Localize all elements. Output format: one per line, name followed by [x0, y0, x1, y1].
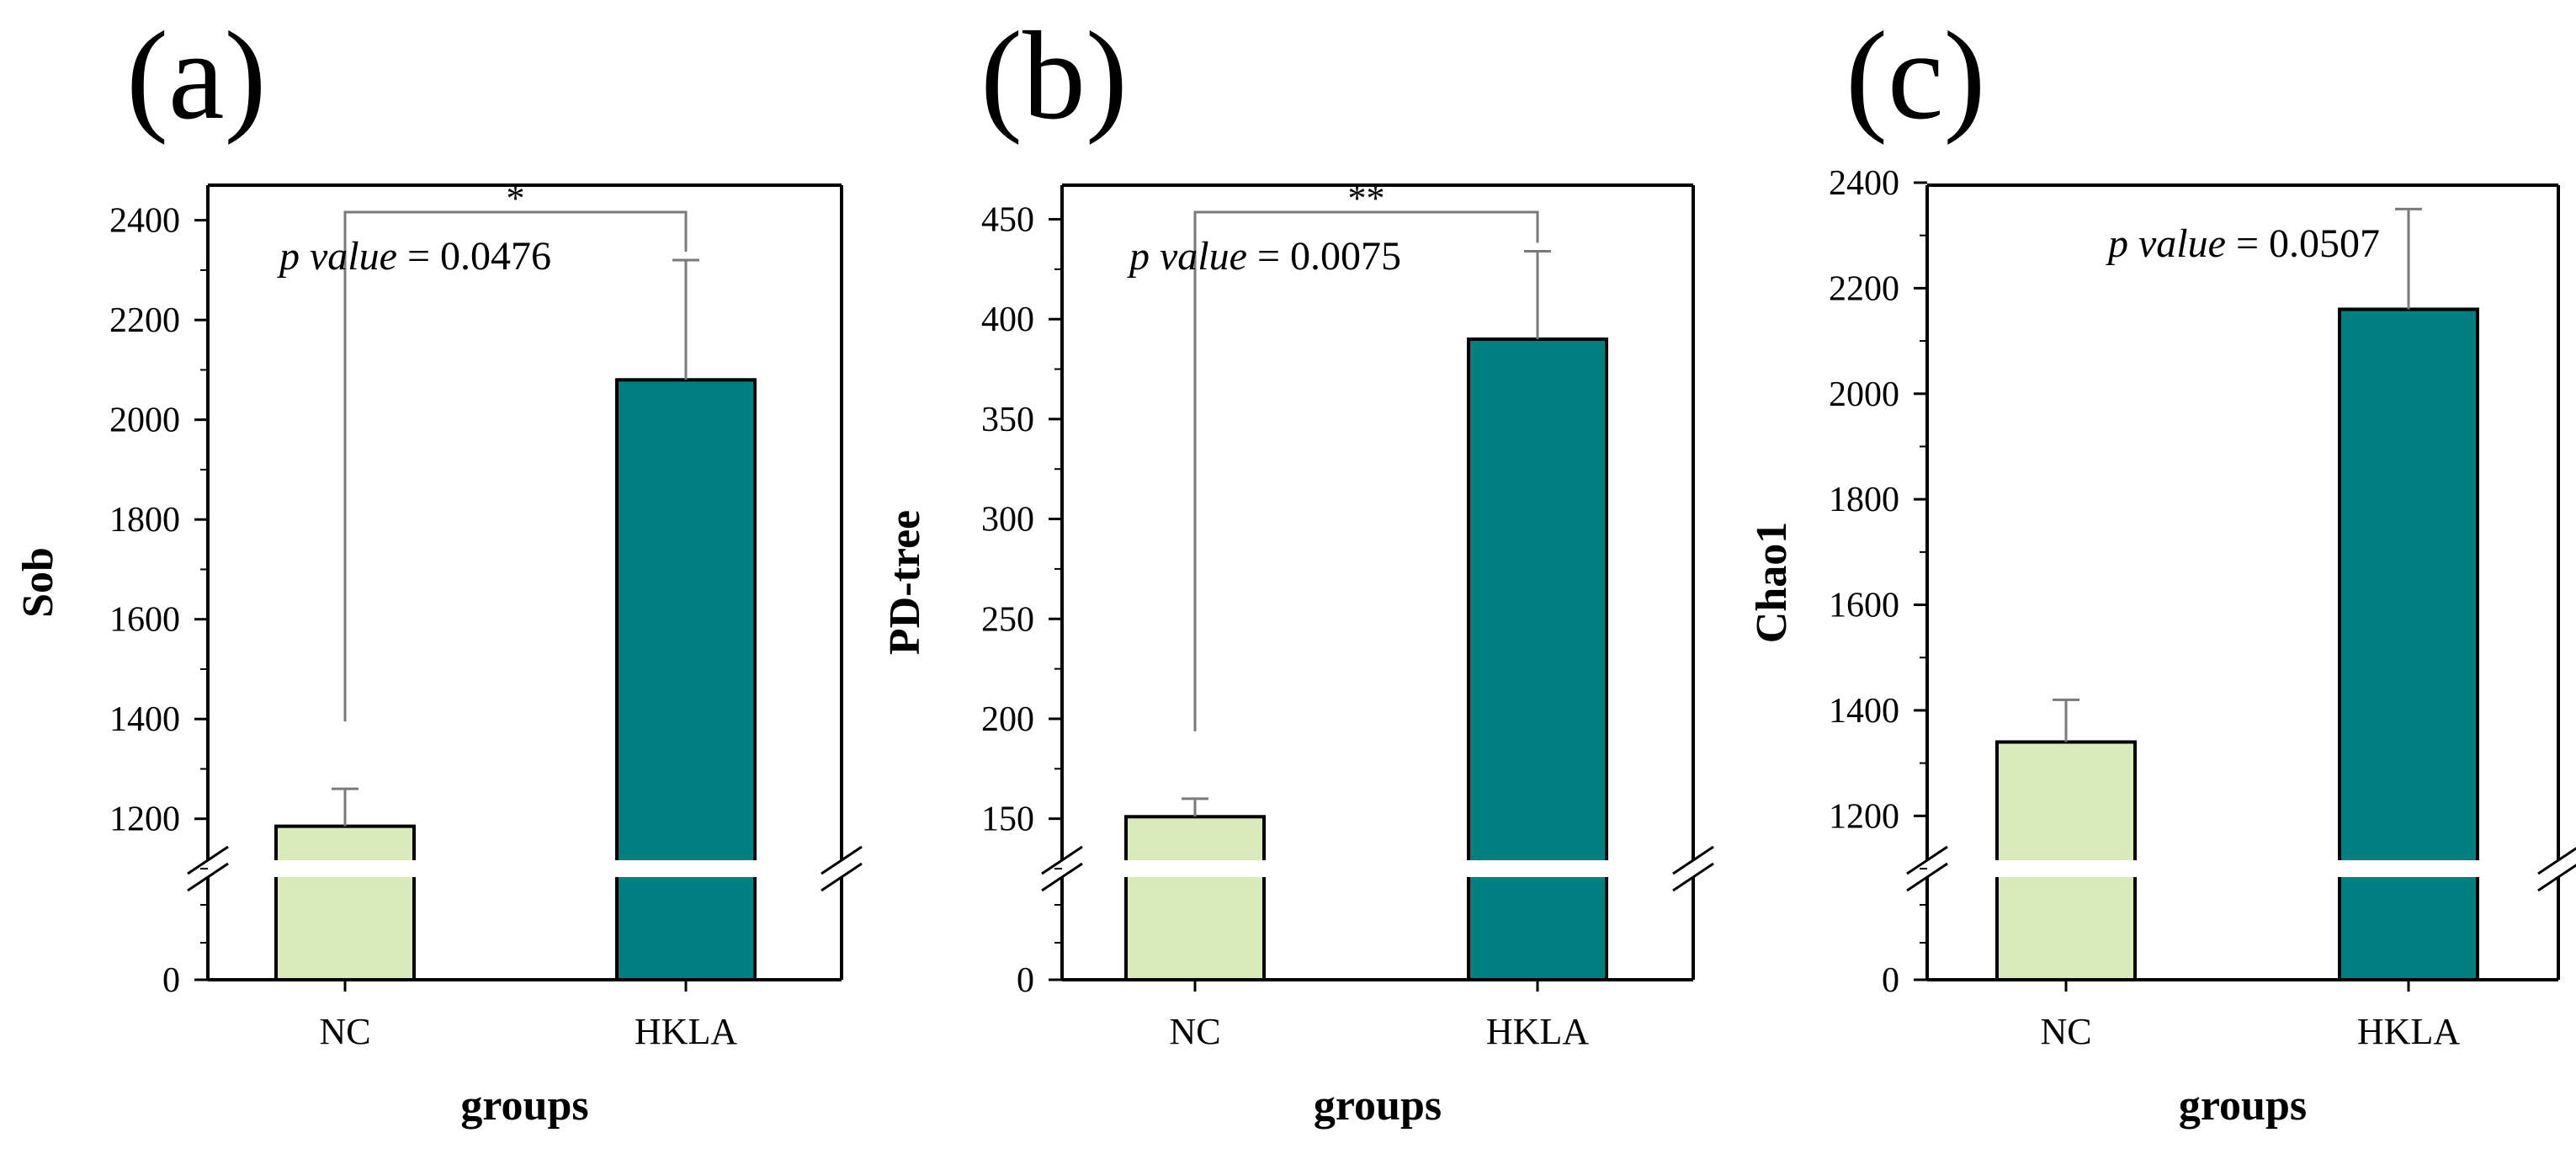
- axis-break-band: [193, 860, 857, 877]
- axis-break-mark: [1906, 845, 1948, 875]
- p-value-text: = 0.0075: [1247, 234, 1401, 279]
- y-tick-label: 350: [981, 401, 1034, 439]
- x-tick-label-hkla: HKLA: [635, 1011, 737, 1052]
- y-tick-label: 150: [981, 800, 1034, 839]
- panel-letter: (b): [980, 6, 1128, 146]
- y-tick-label: 1400: [1829, 692, 1899, 731]
- panel-letter: (a): [126, 6, 266, 146]
- panel-b: (b) 0 150 200 250 300 350 400 450 NC HKLA groups PD-…: [881, 6, 1714, 1130]
- significance-stars: *: [507, 178, 525, 219]
- panel-letter: (c): [1846, 6, 1985, 146]
- y-tick-label: 0: [1882, 961, 1899, 1000]
- bar-hkla: [2338, 307, 2479, 981]
- y-tick-label: 2000: [109, 402, 180, 440]
- p-value-label: p value: [277, 234, 397, 279]
- p-value-text: = 0.0507: [2226, 221, 2380, 266]
- significance-bracket: [1193, 210, 1539, 731]
- y-tick-label: 300: [981, 501, 1034, 540]
- y-tick-label: 1200: [1829, 797, 1899, 836]
- y-tick-label: 1800: [109, 501, 180, 540]
- p-value-label: p value: [2106, 221, 2226, 266]
- axis-break-mark: [821, 862, 863, 892]
- x-tick-label-nc: NC: [319, 1011, 370, 1052]
- panel-c: (c) 0 1200 1400 1600 1800 2000 2200 2400 NC HKLA gr…: [1748, 6, 2576, 1130]
- y-tick-label: 2400: [1829, 164, 1899, 203]
- y-axis-label: Sob: [14, 547, 62, 618]
- axis-break-mark: [187, 845, 229, 875]
- axis-break-mark: [1672, 845, 1714, 875]
- y-tick-label: 250: [981, 600, 1034, 639]
- x-tick-label-hkla: HKLA: [1486, 1011, 1589, 1052]
- axis-break-mark: [1041, 845, 1083, 875]
- axis-break-mark: [1041, 862, 1083, 892]
- bar-hkla: [615, 378, 757, 981]
- y-tick-label: 1600: [1829, 587, 1899, 625]
- y-tick-label: 1400: [109, 700, 180, 739]
- x-axis-label: groups: [2179, 1082, 2307, 1130]
- y-tick-label: 2200: [1829, 269, 1899, 308]
- bar-nc: [1124, 815, 1266, 981]
- significance-bracket: [343, 210, 688, 722]
- x-axis-label: groups: [1314, 1082, 1442, 1130]
- y-axis-label: PD-tree: [881, 510, 929, 655]
- p-value-annotation: p value = 0.0476: [277, 234, 551, 279]
- axis-break-mark: [821, 845, 863, 875]
- panel-a: (a) 0 1200 1400 1600 1800 2000 2200 2400 NC HKLA gr…: [14, 6, 863, 1130]
- axis-break-mark: [1906, 862, 1948, 892]
- significance-stars: **: [1348, 178, 1385, 219]
- p-value-text: = 0.0476: [397, 234, 551, 279]
- bar-hkla: [1467, 337, 1608, 982]
- axis-break-band: [1047, 860, 1708, 877]
- y-tick-label: 0: [1017, 961, 1034, 1000]
- y-tick-label: 200: [981, 700, 1034, 739]
- x-tick-label-hkla: HKLA: [2357, 1011, 2460, 1052]
- y-tick-label: 1800: [1829, 481, 1899, 519]
- y-tick-label: 1200: [109, 800, 180, 839]
- axis-break-mark: [187, 862, 229, 892]
- x-tick-label-nc: NC: [2040, 1011, 2091, 1052]
- y-tick-label: 2400: [109, 202, 180, 241]
- x-tick-label-nc: NC: [1169, 1011, 1220, 1052]
- x-axis-label: groups: [460, 1082, 588, 1130]
- p-value-annotation: p value = 0.0507: [2106, 221, 2380, 266]
- axis-break-band: [1912, 860, 2573, 877]
- axis-break-mark: [2537, 847, 2576, 875]
- y-tick-label: 2000: [1829, 375, 1899, 414]
- y-axis-label: Chao1: [1748, 522, 1796, 643]
- y-tick-label: 0: [162, 961, 180, 1000]
- y-tick-label: 450: [981, 200, 1034, 239]
- axis-break-mark: [1672, 862, 1714, 892]
- p-value-annotation: p value = 0.0075: [1127, 234, 1401, 279]
- p-value-label: p value: [1127, 234, 1247, 279]
- y-tick-label: 2200: [109, 301, 180, 340]
- y-tick-label: 1600: [109, 601, 180, 640]
- axis-break-mark: [2537, 864, 2576, 892]
- y-tick-label: 400: [981, 300, 1034, 339]
- bar-nc: [274, 824, 416, 982]
